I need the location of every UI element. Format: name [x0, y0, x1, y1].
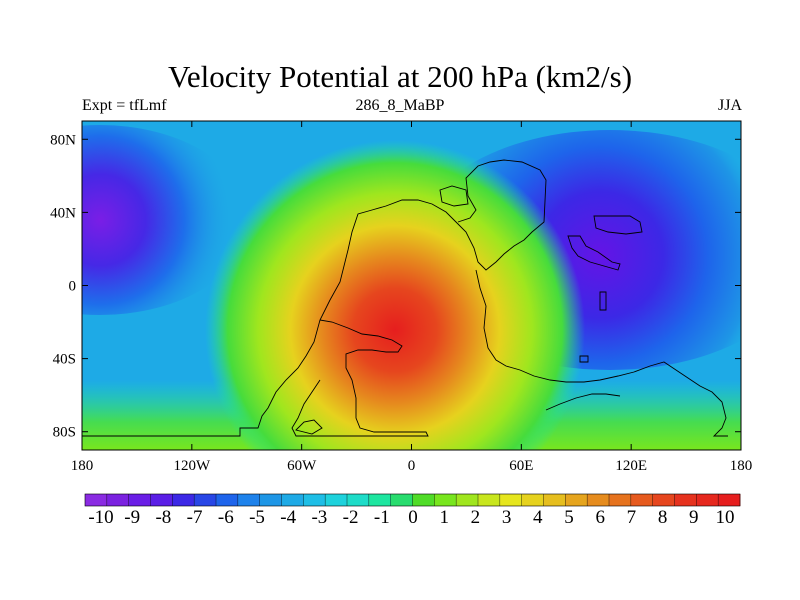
colorbar-label: -4: [280, 507, 296, 528]
colorbar-label: 7: [627, 507, 637, 528]
colorbar-swatch: [412, 494, 435, 506]
colorbar-label: -2: [343, 507, 359, 528]
colorbar-swatch: [587, 494, 610, 506]
x-tick-label: 120W: [173, 458, 211, 474]
y-tick-label: 40N: [50, 205, 76, 221]
colorbar-label: 6: [595, 507, 605, 528]
y-tick-label: 80S: [53, 425, 76, 441]
x-tick-label: 180: [730, 458, 753, 474]
colorbar-swatch: [521, 494, 544, 506]
colorbar-swatch: [499, 494, 523, 506]
colorbar-swatch: [718, 494, 741, 506]
colorbar-label: -5: [249, 507, 265, 528]
colorbar-swatch: [674, 494, 697, 506]
experiment-label: Expt = tfLmf: [82, 97, 167, 114]
colorbar-swatch: [652, 494, 675, 506]
x-tick-label: 60W: [287, 458, 317, 474]
colorbar-swatch: [390, 494, 413, 506]
colorbar-swatch: [347, 494, 370, 506]
colorbar-swatch: [237, 494, 261, 506]
colorbar-swatch: [106, 494, 130, 506]
colorbar-swatch: [194, 494, 217, 506]
velocity-potential-field: [82, 121, 741, 450]
colorbar-label: -7: [187, 507, 203, 528]
colorbar-swatch: [609, 494, 632, 506]
colorbar-label: -3: [311, 507, 327, 528]
colorbar-swatch: [543, 494, 566, 506]
y-tick-label: 80N: [50, 132, 76, 148]
colorbar: -10 -9 -8 -7 -6 -5 -4 -3 -2 -1 0 1 2 3 4 5 6 7 8 9 10: [84, 493, 741, 528]
colorbar-label: -8: [155, 507, 171, 528]
x-axis: 180 120W 60W 0 60E 120E 180: [71, 121, 753, 474]
colorbar-swatch: [434, 494, 457, 506]
x-tick-label: 0: [408, 458, 416, 474]
colorbar-label: 10: [716, 507, 735, 528]
colorbar-label: 1: [439, 507, 449, 528]
colorbar-swatch: [150, 494, 173, 506]
colorbar-swatch: [128, 494, 151, 506]
coastlines: [82, 159, 728, 437]
colorbar-label: -10: [88, 507, 113, 528]
colorbar-swatch: [630, 494, 654, 506]
colorbar-swatch: [368, 494, 392, 506]
y-tick-label: 0: [69, 279, 77, 295]
plot-title: Velocity Potential at 200 hPa (km2/s): [167, 59, 633, 94]
colorbar-label: 8: [658, 507, 668, 528]
season-label: JJA: [717, 97, 742, 114]
colorbar-swatch: [259, 494, 282, 506]
colorbar-label: -6: [218, 507, 234, 528]
colorbar-label: 5: [564, 507, 574, 528]
x-tick-label: 180: [71, 458, 94, 474]
y-tick-label: 40S: [53, 352, 76, 368]
colorbar-swatch: [216, 494, 239, 506]
colorbar-label: -9: [124, 507, 140, 528]
colorbar-swatch: [172, 494, 195, 506]
colorbar-label: 4: [533, 507, 543, 528]
colorbar-swatch: [85, 494, 108, 506]
colorbar-label: 0: [408, 507, 418, 528]
period-label: 286_8_MaBP: [355, 97, 445, 114]
colorbar-swatch: [325, 494, 348, 506]
colorbar-label: 3: [502, 507, 512, 528]
colorbar-swatch: [478, 494, 501, 506]
y-axis: 80N 40N 0 40S 80S: [50, 132, 741, 441]
colorbar-label: -1: [374, 507, 390, 528]
colorbar-swatch: [281, 494, 304, 506]
colorbar-swatch: [565, 494, 588, 506]
x-tick-label: 120E: [615, 458, 647, 474]
colorbar-label: 2: [471, 507, 481, 528]
x-tick-label: 60E: [509, 458, 533, 474]
colorbar-swatch: [303, 494, 326, 506]
colorbar-swatch: [456, 494, 479, 506]
colorbar-label: 9: [689, 507, 699, 528]
colorbar-swatch: [696, 494, 719, 506]
